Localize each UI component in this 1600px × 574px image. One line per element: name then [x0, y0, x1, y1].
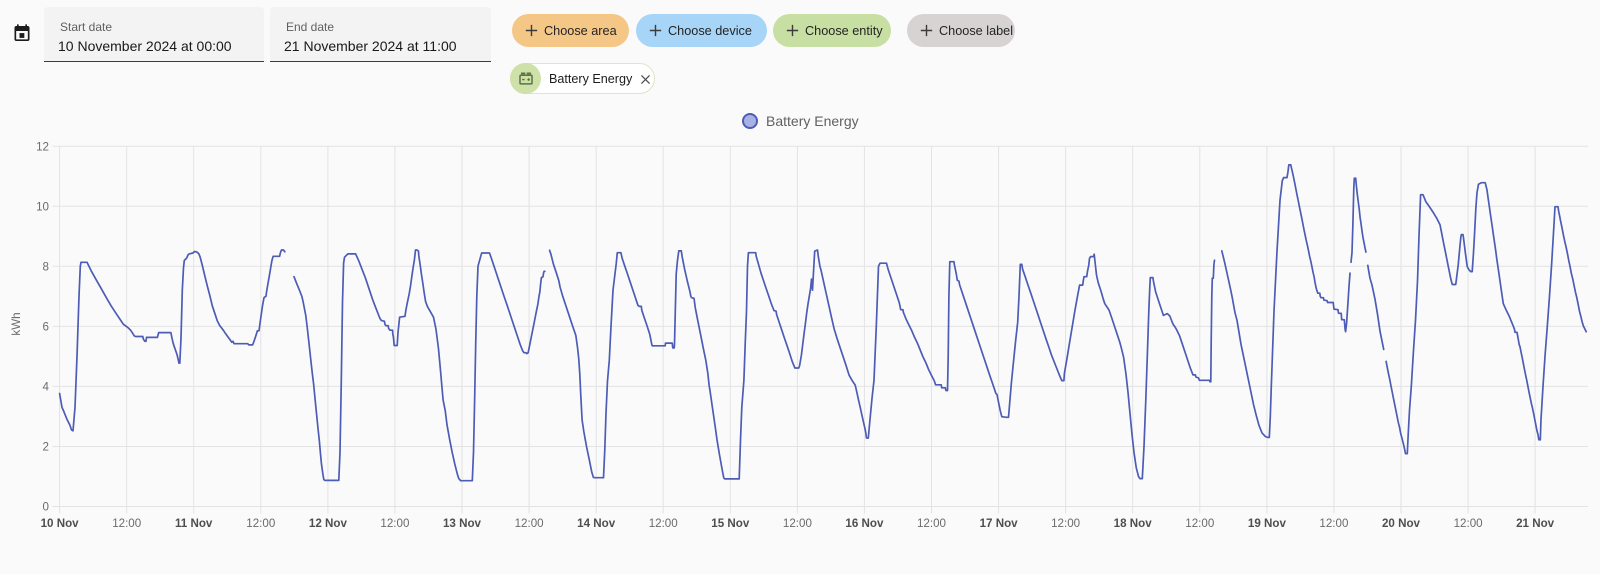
svg-text:4: 4 [43, 380, 50, 393]
svg-text:15 Nov: 15 Nov [711, 517, 750, 530]
svg-text:12:00: 12:00 [783, 517, 812, 530]
svg-text:12:00: 12:00 [917, 517, 946, 530]
svg-text:12: 12 [36, 140, 49, 153]
svg-text:17 Nov: 17 Nov [980, 517, 1019, 530]
svg-text:12:00: 12:00 [1319, 517, 1348, 530]
svg-text:12:00: 12:00 [1185, 517, 1214, 530]
svg-text:12:00: 12:00 [649, 517, 678, 530]
svg-text:14 Nov: 14 Nov [577, 517, 616, 530]
svg-text:0: 0 [43, 501, 49, 514]
svg-text:6: 6 [43, 320, 49, 333]
svg-text:2: 2 [43, 441, 49, 454]
svg-text:12:00: 12:00 [1051, 517, 1080, 530]
svg-text:10 Nov: 10 Nov [41, 517, 80, 530]
svg-text:19 Nov: 19 Nov [1248, 517, 1287, 530]
svg-text:10: 10 [36, 200, 49, 213]
svg-text:kWh: kWh [10, 312, 23, 335]
svg-text:11 Nov: 11 Nov [175, 517, 213, 530]
svg-text:13 Nov: 13 Nov [443, 517, 482, 530]
svg-text:12:00: 12:00 [380, 517, 409, 530]
svg-text:12 Nov: 12 Nov [309, 517, 348, 530]
svg-text:12:00: 12:00 [246, 517, 275, 530]
svg-text:8: 8 [43, 260, 49, 273]
svg-text:18 Nov: 18 Nov [1114, 517, 1153, 530]
svg-text:16 Nov: 16 Nov [845, 517, 884, 530]
svg-text:20 Nov: 20 Nov [1382, 517, 1421, 530]
svg-text:12:00: 12:00 [515, 517, 544, 530]
svg-text:12:00: 12:00 [112, 517, 141, 530]
svg-text:12:00: 12:00 [1454, 517, 1483, 530]
svg-text:21 Nov: 21 Nov [1516, 517, 1555, 530]
